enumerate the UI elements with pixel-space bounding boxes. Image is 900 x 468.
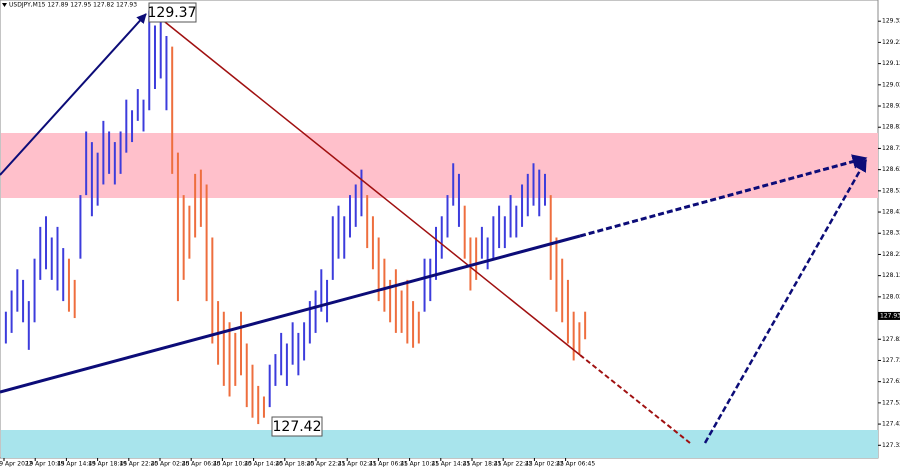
x-tick-label: 21 Apr 02:45: [338, 461, 377, 468]
x-tick-label: 20 Apr 14:45: [244, 461, 283, 468]
resistance-zone: [1, 133, 878, 198]
wave-lines: [0, 13, 868, 444]
y-tick-label: 128.02: [882, 293, 900, 300]
x-tick-label: 20 Apr 22:45: [306, 461, 345, 468]
x-tick-label: 19 Apr 18:45: [88, 461, 127, 468]
trend-line: [0, 13, 147, 176]
x-tick-label: 20 Apr 06:45: [182, 461, 221, 468]
y-tick-label: 127.52: [882, 399, 900, 406]
y-tick-label: 128.12: [882, 272, 900, 279]
x-tick-label: 20 Apr 02:45: [150, 461, 189, 468]
trend-line: [0, 234, 581, 394]
x-tick-label: 21 Apr 14:45: [431, 461, 470, 468]
x-tick-label: 19 Apr 22:45: [119, 461, 158, 468]
y-tick-label: 128.22: [882, 251, 900, 258]
y-tick-label: 129.02: [882, 81, 900, 88]
trend-line: [159, 17, 581, 356]
y-tick-label: 128.52: [882, 187, 900, 194]
y-tick-label: 129.22: [882, 39, 900, 46]
y-tick-label: 127.42: [882, 421, 900, 428]
x-tick-label: 21 Apr 18:45: [462, 461, 501, 468]
x-tick-label: 21 Apr 10:45: [400, 461, 439, 468]
forecast-line: [579, 154, 868, 238]
y-tick-label: 127.72: [882, 357, 900, 364]
annotation-box: [271, 416, 323, 437]
y-tick-label: 128.72: [882, 145, 900, 152]
chart-title: USDJPY,M15 127.89 127.95 127.82 127.93: [9, 2, 137, 9]
annotation-box: [148, 2, 197, 23]
x-tick-label: 19 Apr 14:45: [57, 461, 96, 468]
y-tick-label: 128.82: [882, 124, 900, 131]
x-tick-label: 19 Apr 2022: [0, 461, 33, 468]
y-tick-label: 128.32: [882, 230, 900, 237]
y-tick-label: 127.62: [882, 378, 900, 385]
y-tick-label: 129.32: [882, 18, 900, 25]
annotation: 129.37: [148, 5, 197, 21]
support-zone: [1, 430, 878, 458]
x-tick-label: 20 Apr 18:45: [275, 461, 314, 468]
x-tick-label: 22 Apr 02:45: [525, 461, 564, 468]
x-tick-label: 20 Apr 10:45: [213, 461, 252, 468]
x-tick-label: 22 Apr 06:45: [556, 461, 595, 468]
plot-area: [0, 0, 879, 459]
y-tick-label: 128.42: [882, 209, 900, 216]
x-tick-label: 19 Apr 10:45: [26, 461, 65, 468]
x-tick-label: 21 Apr 22:45: [494, 461, 533, 468]
y-tick-label: 127.82: [882, 336, 900, 343]
x-tick-label: 21 Apr 06:45: [369, 461, 408, 468]
last-price-label: 127.93: [880, 312, 900, 319]
symbol-icon: [2, 3, 7, 7]
y-tick-label: 129.12: [882, 60, 900, 67]
last-price-box: [878, 311, 900, 320]
y-tick-label: 127.32: [882, 442, 900, 449]
forecast-line: [703, 158, 868, 444]
y-tick-label: 128.62: [882, 166, 900, 173]
y-tick-label: 128.92: [882, 103, 900, 110]
annotation: 127.42: [273, 419, 322, 435]
